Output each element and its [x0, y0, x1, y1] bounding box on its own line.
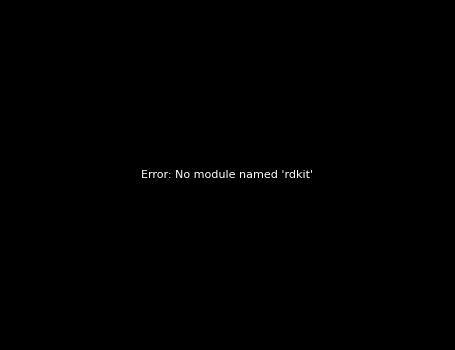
Text: Error: No module named 'rdkit': Error: No module named 'rdkit': [142, 170, 313, 180]
